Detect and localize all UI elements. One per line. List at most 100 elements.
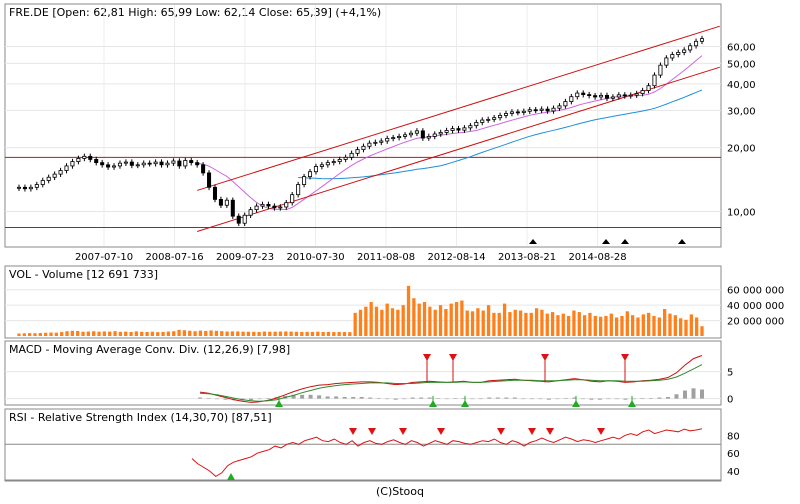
- price-panel: [4, 3, 722, 248]
- macd-title: MACD - Moving Average Conv. Div. (12,26,…: [9, 343, 290, 356]
- macd-panel: [4, 340, 722, 406]
- candle-body: [88, 155, 93, 160]
- candle-body: [302, 176, 307, 185]
- volume-bar: [321, 331, 325, 336]
- macd-histogram-bar: [300, 394, 305, 399]
- price-plot: 10,00 20,00 30,00 40,00 50,00 60,00 2007-07-10…: [5, 5, 756, 263]
- macd-histogram-bar: [597, 398, 602, 400]
- candle-body: [646, 85, 651, 91]
- rsi-sell-marker: [437, 428, 445, 435]
- volume-bar: [182, 330, 187, 336]
- volume-bar: [214, 330, 219, 336]
- candle-body: [147, 162, 152, 165]
- candle-body: [70, 161, 75, 167]
- macd-histogram-bar: [291, 394, 296, 399]
- volume-bar: [663, 309, 667, 336]
- volume-bar: [129, 331, 133, 336]
- volume-bar: [369, 302, 373, 336]
- volume-bar: [561, 313, 565, 336]
- candle-body: [670, 54, 675, 59]
- volume-plot: 20 000 000 40 000 000 60 000 000: [5, 286, 784, 336]
- candle-body: [201, 164, 206, 174]
- volume-bar: [657, 317, 661, 336]
- macd-histogram-bar: [198, 397, 202, 399]
- macd-histogram-bar: [648, 398, 653, 399]
- macd-histogram-bar: [657, 397, 662, 399]
- volume-bar: [113, 331, 117, 336]
- macd-histogram-bar: [385, 398, 390, 400]
- candle-body: [153, 161, 158, 165]
- rsi-y-tick-label: 40: [727, 467, 740, 478]
- volume-bar: [326, 331, 331, 336]
- volume-bar: [374, 306, 379, 336]
- volume-bar: [348, 332, 352, 336]
- macd-histogram-bar: [580, 398, 585, 400]
- volume-bar: [81, 331, 85, 336]
- macd-histogram-bar: [461, 398, 466, 399]
- candle-body: [450, 128, 455, 131]
- volume-bar: [593, 315, 597, 336]
- candle-body: [22, 186, 27, 190]
- candle-body: [290, 194, 295, 204]
- macd-histogram-bar: [623, 398, 628, 400]
- candle-body: [599, 94, 604, 98]
- macd-buy-marker: [461, 400, 469, 407]
- volume-bar: [470, 311, 475, 336]
- candle-body: [212, 186, 218, 200]
- macd-sell-marker: [449, 354, 457, 361]
- macd-histogram-bar: [682, 390, 687, 399]
- candle-body: [539, 108, 544, 111]
- volume-bar: [620, 315, 624, 336]
- volume-bar: [609, 313, 613, 336]
- macd-histogram-bar: [572, 397, 577, 399]
- price-x-tick-label: 2011-08-08: [357, 252, 415, 263]
- volume-bar: [417, 303, 421, 336]
- candle-body: [509, 111, 514, 114]
- volume-bar: [262, 331, 267, 336]
- candle-body: [296, 184, 301, 196]
- candle-body: [468, 125, 473, 129]
- candle-body: [230, 199, 235, 217]
- volume-bar: [695, 317, 699, 336]
- candle-body: [604, 94, 609, 99]
- moving-average-line: [298, 89, 703, 180]
- rsi-sell-marker: [349, 428, 357, 435]
- candle-body: [403, 134, 408, 137]
- candle-body: [688, 45, 693, 51]
- volume-bar: [294, 331, 299, 336]
- macd-histogram-bar: [325, 396, 330, 399]
- rsi-sell-marker: [528, 428, 536, 435]
- price-title: FRE.DE [Open: 62,81 High: 65,99 Low: 62,…: [9, 6, 381, 19]
- volume-bar: [92, 331, 96, 336]
- macd-histogram-bar: [470, 398, 475, 400]
- candle-body: [100, 162, 105, 166]
- volume-bar: [673, 315, 677, 336]
- event-marker: [621, 239, 629, 244]
- volume-bar: [438, 305, 443, 336]
- volume-bar: [449, 303, 453, 336]
- volume-bar: [257, 331, 261, 336]
- macd-histogram-bar: [257, 398, 262, 400]
- candle-body: [456, 128, 461, 131]
- macd-histogram-bar: [674, 394, 679, 399]
- volume-bar: [97, 331, 101, 336]
- volume-bar: [636, 317, 640, 336]
- price-y-tick-label: 50,00: [727, 59, 756, 70]
- candle-body: [248, 209, 253, 216]
- candle-body: [462, 127, 467, 131]
- macd-histogram-bar: [206, 398, 211, 399]
- macd-histogram-bar: [529, 398, 534, 400]
- candle-body: [444, 130, 449, 133]
- candle-body: [224, 199, 229, 206]
- volume-bar: [390, 308, 395, 336]
- macd-histogram-bar: [589, 398, 594, 400]
- volume-bar: [49, 332, 53, 336]
- candle-body: [129, 161, 134, 166]
- macd-buy-marker: [429, 400, 437, 407]
- candle-body: [492, 117, 497, 120]
- candle-body: [52, 173, 57, 178]
- rsi-sell-marker: [497, 428, 505, 435]
- volume-title: VOL - Volume [12 691 733]: [9, 268, 158, 281]
- volume-bar: [406, 285, 411, 336]
- volume-bar: [316, 331, 320, 336]
